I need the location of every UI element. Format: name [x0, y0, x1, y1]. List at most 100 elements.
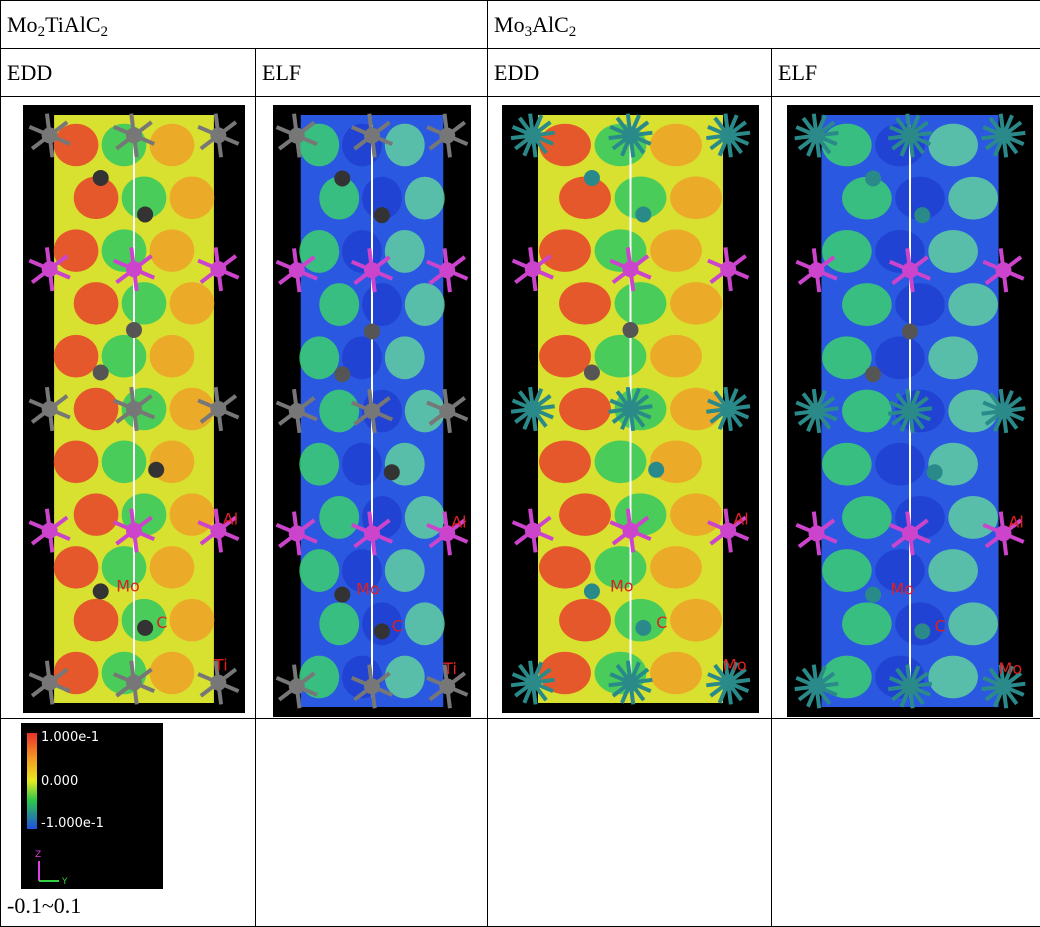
atom	[42, 401, 58, 417]
atom	[148, 462, 164, 478]
density-blob	[385, 336, 425, 379]
atom	[809, 678, 825, 694]
atom-label: C	[935, 616, 946, 635]
density-blob	[822, 443, 872, 486]
density-blob	[405, 496, 445, 539]
density-blob	[670, 493, 722, 536]
density-blob	[299, 230, 339, 273]
compound-header: Mo3AlC2	[488, 1, 1040, 49]
atom	[525, 401, 541, 417]
atom	[364, 403, 380, 419]
atom	[374, 623, 390, 639]
density-blob	[539, 441, 591, 484]
density-blob	[650, 335, 702, 378]
density-blob	[405, 602, 445, 645]
density-blob	[650, 546, 702, 589]
atom-label: C	[392, 616, 403, 635]
empty-cell	[772, 719, 1040, 927]
atom	[584, 170, 600, 186]
density-blob	[559, 177, 611, 220]
empty-cell	[488, 719, 772, 927]
atom-label: Mo	[116, 576, 140, 595]
atom	[289, 678, 305, 694]
density-blob	[928, 549, 978, 592]
atom-label: Ti	[442, 659, 457, 678]
density-blob	[170, 493, 215, 536]
formula: 2	[569, 24, 577, 40]
density-blob	[559, 493, 611, 536]
atom	[289, 403, 305, 419]
density-blob	[948, 283, 998, 326]
atom	[126, 675, 142, 691]
atom	[623, 322, 639, 338]
atom	[364, 678, 380, 694]
atom	[384, 464, 400, 480]
atom	[623, 261, 639, 277]
atom	[364, 128, 380, 144]
density-blob	[539, 229, 591, 272]
atom	[289, 128, 305, 144]
density-blob	[895, 283, 945, 326]
atom	[635, 620, 651, 636]
density-blob	[948, 177, 998, 220]
density-blob	[842, 602, 892, 645]
atom	[42, 261, 58, 277]
density-blob	[150, 652, 195, 695]
formula: Mo	[7, 12, 38, 37]
density-blob	[54, 229, 99, 272]
density-blob	[385, 656, 425, 699]
atom	[364, 323, 380, 339]
atom	[720, 127, 736, 143]
density-blob	[74, 282, 119, 325]
formula: 3	[525, 24, 533, 40]
density-blob	[650, 124, 702, 167]
axis-label: Z	[35, 850, 41, 860]
atom	[210, 261, 226, 277]
background	[21, 723, 163, 889]
density-blob	[670, 282, 722, 325]
density-blob	[299, 443, 339, 486]
density-blob	[74, 599, 119, 642]
density-blob	[842, 496, 892, 539]
atom	[809, 128, 825, 144]
atom	[42, 675, 58, 691]
atom	[289, 262, 305, 278]
density-blob	[102, 441, 147, 484]
density-blob	[405, 177, 445, 220]
density-blob	[539, 335, 591, 378]
atom-label: C	[156, 613, 167, 632]
results-table: Mo2TiAlC2 Mo3AlC2 EDD ELF EDD ELF AlMoCT…	[0, 0, 1040, 927]
density-blob	[875, 336, 925, 379]
atom	[914, 623, 930, 639]
density-blob	[948, 602, 998, 645]
atom	[210, 401, 226, 417]
density-blob	[405, 390, 445, 433]
density-blob	[299, 549, 339, 592]
colorbar-label: 1.000e-1	[41, 730, 99, 745]
density-blob	[928, 124, 978, 167]
atom	[334, 587, 350, 603]
density-blob	[54, 546, 99, 589]
formula: AlC	[532, 12, 569, 37]
density-blob	[385, 549, 425, 592]
atom	[525, 523, 541, 539]
density-blob	[539, 546, 591, 589]
atom	[439, 678, 455, 694]
formula: Mo	[494, 12, 525, 37]
density-blob	[842, 390, 892, 433]
atom	[93, 170, 109, 186]
atom	[93, 365, 109, 381]
atom	[995, 262, 1011, 278]
density-blob	[74, 388, 119, 431]
range-caption: -0.1~0.1	[7, 893, 81, 919]
subheader: ELF	[256, 49, 488, 97]
density-blob	[670, 177, 722, 220]
atom	[720, 261, 736, 277]
atom-label: C	[656, 613, 667, 632]
atom	[865, 170, 881, 186]
colorbar	[27, 733, 37, 829]
atom-label: Al	[223, 510, 238, 529]
atom	[137, 620, 153, 636]
